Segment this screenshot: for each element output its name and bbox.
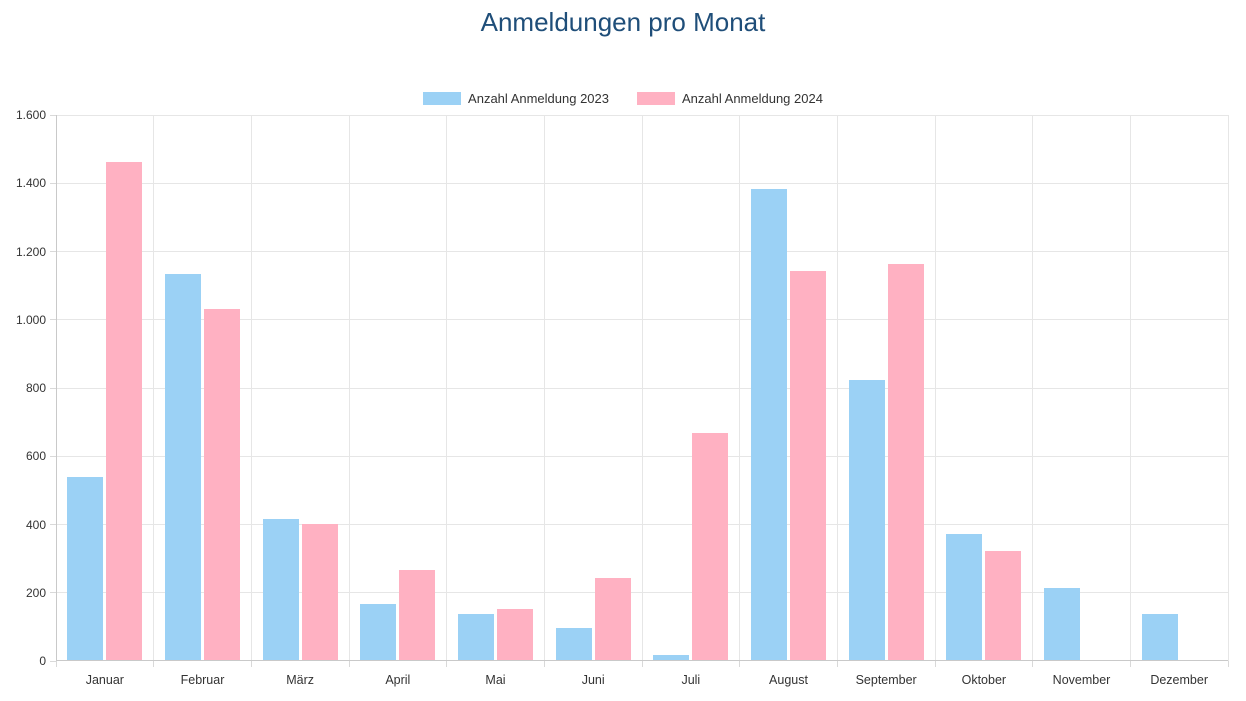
- x-tick: [836, 661, 838, 667]
- y-tick: [50, 455, 56, 457]
- legend-item-anzahl-anmeldung-2023[interactable]: Anzahl Anmeldung 2023: [423, 91, 609, 106]
- bar-anzahl-anmeldung-2024-juni[interactable]: [594, 578, 631, 660]
- x-axis-tick-label: Juli: [681, 673, 701, 687]
- y-tick: [50, 182, 56, 184]
- x-tick: [153, 661, 155, 667]
- x-axis-tick-label: Januar: [85, 673, 124, 687]
- gridline: [153, 115, 155, 661]
- gridline: [934, 115, 936, 661]
- bar-anzahl-anmeldung-2023-mai[interactable]: [458, 613, 494, 660]
- x-tick: [446, 661, 448, 667]
- x-axis-line: [56, 660, 1228, 661]
- gridline: [1227, 115, 1229, 661]
- bar-anzahl-anmeldung-2023-januar[interactable]: [67, 477, 104, 660]
- gridline: [739, 115, 741, 661]
- legend-item-anzahl-anmeldung-2024[interactable]: Anzahl Anmeldung 2024: [637, 91, 823, 106]
- x-axis-tick-label: Februar: [180, 673, 225, 687]
- x-tick: [348, 661, 350, 667]
- x-axis-tick-label: März: [286, 673, 315, 687]
- bar-anzahl-anmeldung-2024-juli[interactable]: [692, 433, 729, 660]
- y-tick: [50, 319, 56, 321]
- bar-anzahl-anmeldung-2024-april[interactable]: [399, 569, 436, 660]
- bar-anzahl-anmeldung-2024-januar[interactable]: [106, 161, 143, 660]
- y-axis-tick-label: 600: [25, 449, 46, 464]
- gridline: [1129, 115, 1131, 661]
- x-axis-tick-label: September: [855, 673, 917, 687]
- y-axis-tick-label: 200: [25, 585, 46, 600]
- y-axis-tick-label: 1.000: [15, 312, 46, 327]
- y-axis-tick-label: 400: [25, 517, 46, 532]
- x-tick: [641, 661, 643, 667]
- bar-anzahl-anmeldung-2023-oktober[interactable]: [946, 533, 983, 660]
- x-axis-tick-label: November: [1052, 673, 1111, 687]
- y-tick: [50, 251, 56, 252]
- bar-anzahl-anmeldung-2024-m-rz[interactable]: [301, 523, 338, 660]
- y-axis-line: [56, 115, 57, 661]
- y-tick: [50, 660, 56, 662]
- bar-anzahl-anmeldung-2024-mai[interactable]: [497, 608, 533, 660]
- gridline: [446, 115, 448, 661]
- bar-anzahl-anmeldung-2023-dezember[interactable]: [1141, 613, 1178, 660]
- gridline: [250, 115, 252, 661]
- y-axis-tick-label: 800: [25, 381, 46, 395]
- x-tick: [543, 661, 545, 667]
- bar-anzahl-anmeldung-2024-august[interactable]: [790, 270, 826, 660]
- y-axis-tick-label: 0: [39, 654, 46, 668]
- bar-anzahl-anmeldung-2023-februar[interactable]: [165, 274, 201, 660]
- gridline: [641, 115, 643, 661]
- gridline: [836, 115, 838, 661]
- x-tick: [739, 661, 741, 667]
- plot-area: [50, 114, 1229, 667]
- y-tick: [50, 387, 56, 389]
- y-tick: [50, 114, 56, 116]
- chart-legend: Anzahl Anmeldung 2023 Anzahl Anmeldung 20…: [0, 91, 1246, 106]
- bar-anzahl-anmeldung-2023-september[interactable]: [848, 380, 885, 660]
- x-axis-tick-label: August: [769, 673, 808, 687]
- legend-label: Anzahl Anmeldung 2023: [468, 91, 609, 106]
- y-axis-tick-label: 1.600: [15, 108, 46, 122]
- gridline: [348, 115, 350, 661]
- x-axis-tick-label: Oktober: [961, 673, 1007, 687]
- x-axis-tick-label: April: [385, 673, 411, 687]
- gridline: [1032, 115, 1034, 661]
- bar-anzahl-anmeldung-2024-oktober[interactable]: [985, 550, 1022, 660]
- x-tick: [1227, 661, 1229, 667]
- bar-anzahl-anmeldung-2023-november[interactable]: [1044, 588, 1080, 660]
- y-tick: [50, 524, 56, 525]
- bar-anzahl-anmeldung-2023-m-rz[interactable]: [262, 519, 299, 660]
- x-axis-tick-label: Dezember: [1150, 673, 1208, 687]
- legend-swatch-icon: [637, 92, 675, 105]
- legend-swatch-icon: [423, 92, 462, 105]
- x-tick: [934, 661, 936, 667]
- x-tick: [1032, 661, 1034, 667]
- x-tick: [250, 661, 252, 667]
- bar-anzahl-anmeldung-2023-august[interactable]: [751, 189, 787, 660]
- bar-anzahl-anmeldung-2023-juni[interactable]: [555, 627, 592, 660]
- y-axis-labels: 0 200 400 600 800 1.000 1.200 1.400 1.600: [0, 108, 46, 668]
- y-tick: [50, 592, 56, 594]
- legend-label: Anzahl Anmeldung 2024: [682, 91, 823, 106]
- x-axis-tick-label: Mai: [485, 673, 506, 687]
- bar-anzahl-anmeldung-2023-april[interactable]: [360, 603, 397, 660]
- bar-anzahl-anmeldung-2024-februar[interactable]: [204, 308, 240, 660]
- y-axis-tick-label: 1.200: [15, 244, 46, 259]
- chart-title: Anmeldungen pro Monat: [480, 7, 766, 37]
- x-axis-tick-label: Juni: [581, 673, 605, 687]
- x-tick: [1129, 661, 1131, 667]
- bar-anzahl-anmeldung-2024-september[interactable]: [887, 264, 924, 660]
- bar-anzahl-anmeldung-2023-juli[interactable]: [653, 654, 690, 660]
- gridline: [543, 115, 545, 661]
- y-axis-tick-label: 1.400: [15, 176, 46, 191]
- x-tick: [55, 661, 57, 667]
